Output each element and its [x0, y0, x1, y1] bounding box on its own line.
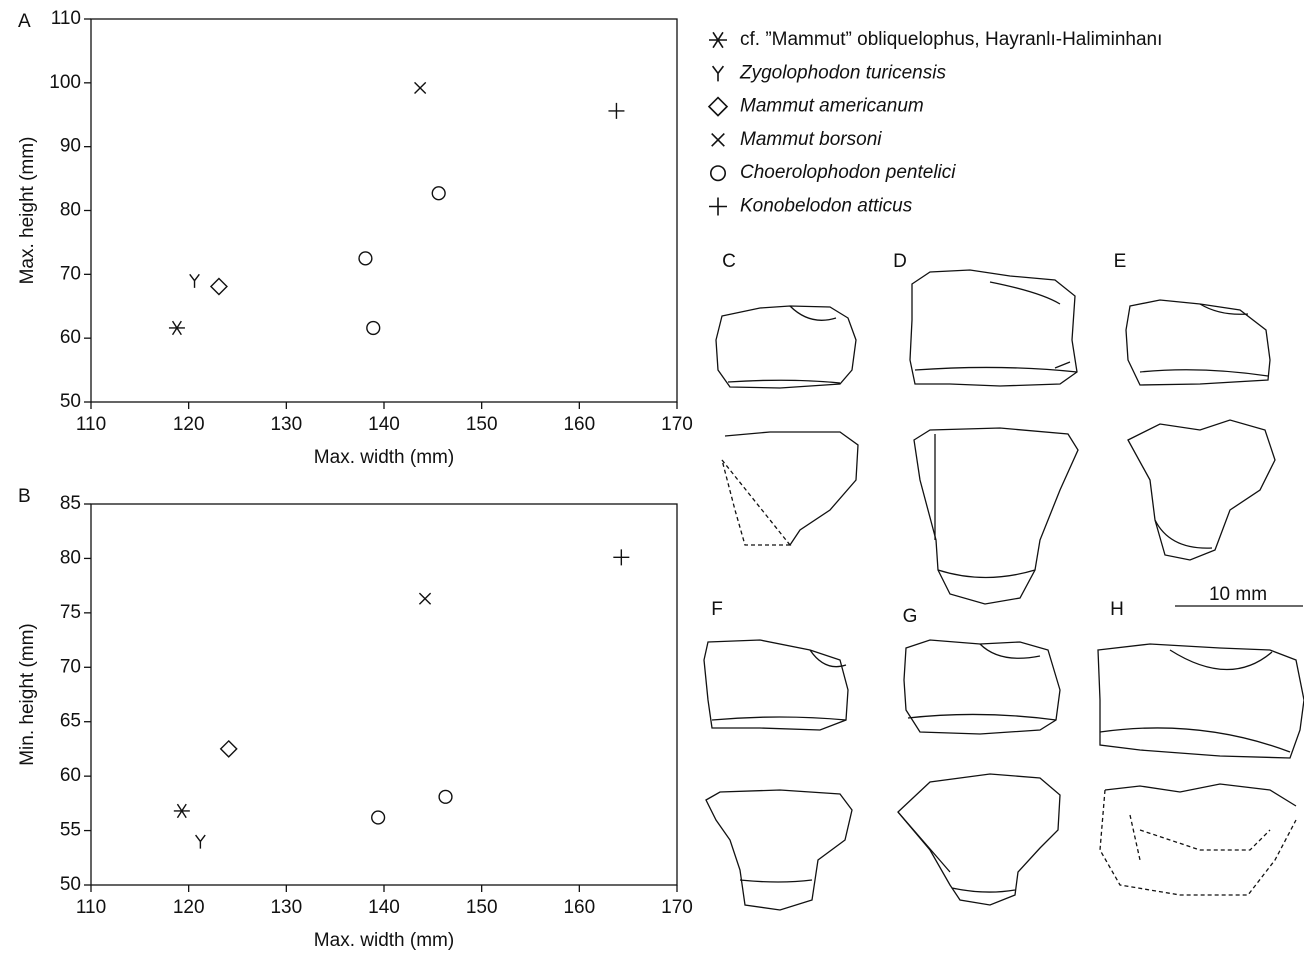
y-tick-label: 85: [60, 493, 81, 514]
y-tick-label: 70: [60, 656, 81, 677]
y-tick-label: 75: [60, 602, 81, 623]
x-tick-label: 120: [173, 897, 205, 918]
x-tick-label: 150: [466, 414, 498, 435]
drawing-label: F: [711, 599, 723, 620]
drawing-label: E: [1114, 251, 1127, 272]
legend-label: Mammut americanum: [740, 96, 924, 117]
data-point: [174, 804, 190, 818]
panel-label: B: [18, 486, 31, 507]
data-point: [419, 593, 430, 604]
legend-label: Konobelodon atticus: [740, 196, 913, 217]
y-tick-label: 50: [60, 874, 81, 895]
x-axis-title: Max. width (mm): [314, 930, 454, 951]
drawing-label: H: [1110, 599, 1124, 620]
drawing-label: G: [903, 606, 918, 627]
x-tick-label: 170: [661, 897, 693, 918]
figure: 10 mm A 110 120 130 140 150 160 170 50 60 70 80 90 10…: [0, 0, 1304, 954]
y-tick-label: 100: [49, 72, 81, 93]
y-tick-label: 80: [60, 547, 81, 568]
y-tick-label: 55: [60, 820, 81, 841]
data-point: [432, 187, 445, 200]
x-tick-label: 140: [368, 414, 400, 435]
x-tick-label: 110: [76, 414, 106, 435]
x-tick-label: 110: [76, 897, 106, 918]
legend-label: Choerolophodon pentelici: [740, 162, 956, 183]
y-axis-title: Max. height (mm): [17, 137, 38, 285]
drawing-label: C: [722, 251, 736, 272]
plot-frame: [91, 504, 677, 885]
data-point: [190, 274, 200, 288]
data-point: [196, 835, 206, 849]
panel-label: A: [18, 11, 31, 32]
x-tick-label: 130: [270, 414, 302, 435]
data-point: [415, 82, 426, 93]
x-tick-label: 160: [563, 414, 595, 435]
data-point: [359, 252, 372, 265]
drawing-label: D: [893, 251, 907, 272]
legend-marker: [709, 198, 727, 216]
y-tick-label: 110: [51, 8, 81, 29]
y-tick-label: 65: [60, 711, 81, 732]
data-point: [211, 278, 227, 294]
data-point: [221, 741, 237, 757]
data-point: [613, 549, 629, 565]
x-tick-label: 150: [466, 897, 498, 918]
legend-marker: [709, 32, 727, 47]
y-tick-label: 90: [60, 136, 81, 157]
x-tick-label: 160: [563, 897, 595, 918]
x-axis-title: Max. width (mm): [314, 447, 454, 468]
legend-marker: [709, 98, 727, 116]
legend-label: cf. ”Mammut” obliquelophus, Hayranlı-Hal…: [740, 29, 1162, 50]
y-tick-label: 70: [60, 263, 81, 284]
x-tick-label: 120: [173, 414, 205, 435]
legend-marker: [712, 134, 725, 147]
y-tick-label: 80: [60, 200, 81, 221]
page: 10 mm A 110 120 130 140 150 160 170 50 60 70 80 90 10…: [0, 0, 1304, 959]
plot-frame: [91, 19, 677, 402]
legend-marker: [711, 166, 725, 180]
data-point: [372, 811, 385, 824]
legend-label: Zygolophodon turicensis: [739, 62, 946, 83]
legend-label: Mammut borsoni: [740, 129, 882, 150]
data-point: [367, 322, 380, 335]
x-tick-label: 140: [368, 897, 400, 918]
y-tick-label: 60: [60, 765, 81, 786]
data-point: [608, 103, 624, 119]
data-point: [439, 790, 452, 803]
scale-bar-label: 10 mm: [1209, 584, 1267, 605]
data-point: [169, 321, 185, 335]
x-tick-label: 130: [270, 897, 302, 918]
y-tick-label: 60: [60, 327, 81, 348]
legend-marker: [713, 66, 724, 81]
x-tick-label: 170: [661, 414, 693, 435]
y-tick-label: 50: [60, 391, 81, 412]
y-axis-title: Min. height (mm): [17, 623, 38, 766]
